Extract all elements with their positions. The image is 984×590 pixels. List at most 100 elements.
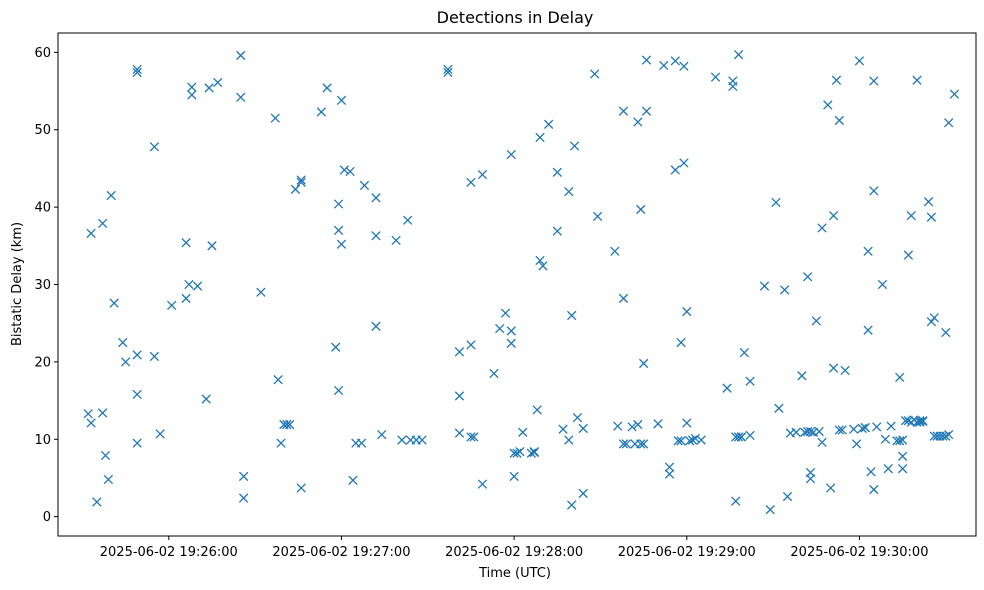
- x-tick-label: 2025-06-02 19:29:00: [618, 545, 756, 560]
- data-point: [826, 483, 836, 493]
- data-point: [944, 118, 954, 128]
- data-point: [417, 435, 427, 445]
- data-point: [132, 389, 142, 400]
- data-point: [187, 90, 197, 100]
- data-point: [883, 464, 893, 474]
- data-point: [118, 337, 128, 348]
- data-point: [273, 375, 283, 385]
- data-point: [535, 255, 545, 266]
- data-point: [391, 235, 401, 246]
- data-point: [333, 385, 344, 396]
- data-point: [331, 342, 341, 352]
- data-point: [371, 193, 381, 203]
- data-point: [371, 231, 381, 241]
- data-point: [296, 175, 306, 185]
- data-point: [779, 285, 790, 295]
- data-point: [722, 383, 732, 393]
- data-point: [590, 69, 600, 79]
- data-point: [558, 424, 568, 434]
- data-point: [201, 394, 211, 404]
- data-point: [641, 55, 652, 65]
- data-point: [322, 83, 332, 93]
- data-point: [638, 439, 649, 449]
- data-point: [477, 479, 488, 489]
- data-point: [564, 435, 574, 445]
- data-point: [466, 340, 476, 350]
- data-point: [802, 272, 813, 282]
- data-point: [569, 141, 580, 151]
- data-point: [192, 281, 203, 291]
- data-point: [132, 350, 142, 360]
- y-tick-label: 20: [34, 355, 51, 370]
- data-point: [814, 426, 824, 437]
- data-point: [402, 215, 413, 225]
- data-point: [823, 100, 833, 110]
- x-tick-label: 2025-06-02 19:28:00: [445, 545, 583, 560]
- data-point: [618, 106, 629, 116]
- data-point: [915, 416, 925, 426]
- data-point: [359, 180, 370, 191]
- x-axis-ticks: 2025-06-02 19:26:00 2025-06-02 19:27:00 20…: [100, 536, 928, 560]
- data-point: [132, 67, 142, 78]
- data-point: [184, 279, 194, 290]
- data-point: [897, 435, 908, 445]
- x-axis-label: Time (UTC): [478, 566, 551, 581]
- data-point: [454, 347, 465, 357]
- data-point: [627, 422, 637, 432]
- data-point: [696, 435, 706, 445]
- data-point: [840, 365, 850, 376]
- data-point: [316, 107, 326, 117]
- data-point: [633, 419, 643, 430]
- data-point: [733, 432, 744, 442]
- data-point: [454, 391, 465, 401]
- data-point: [877, 279, 888, 290]
- data-point: [897, 464, 908, 474]
- chart-title: Detections in Delay: [437, 8, 594, 27]
- data-point: [912, 75, 922, 85]
- data-point: [270, 113, 280, 123]
- data-point: [834, 115, 844, 126]
- data-point: [290, 184, 301, 194]
- data-point: [653, 419, 663, 429]
- data-point: [866, 467, 876, 477]
- y-tick-label: 10: [34, 433, 51, 448]
- data-point: [765, 505, 775, 515]
- data-point: [296, 177, 306, 188]
- data-point: [92, 497, 102, 507]
- data-point: [506, 149, 516, 160]
- data-point: [512, 448, 522, 458]
- data-point: [238, 493, 249, 503]
- data-point: [641, 106, 652, 116]
- data-point: [797, 371, 807, 381]
- data-point: [336, 239, 347, 249]
- data-point: [543, 119, 554, 129]
- data-point: [567, 310, 577, 321]
- data-point: [236, 92, 246, 102]
- data-point: [682, 418, 692, 428]
- y-axis-ticks: 0 10 20 30 40 50 60: [34, 46, 58, 525]
- data-point: [805, 426, 816, 437]
- data-point: [817, 437, 827, 448]
- data-point: [869, 186, 879, 196]
- data-point: [515, 446, 525, 457]
- x-tick-label: 2025-06-02 19:27:00: [272, 545, 410, 560]
- x-tick-label: 2025-06-02 19:26:00: [100, 545, 238, 560]
- data-point: [860, 423, 870, 433]
- data-point: [949, 89, 960, 99]
- y-tick-label: 50: [34, 123, 51, 138]
- data-point: [676, 436, 686, 446]
- data-point: [636, 204, 646, 215]
- data-point: [132, 64, 142, 75]
- data-point: [831, 75, 842, 85]
- data-point: [100, 450, 111, 461]
- data-point: [106, 190, 116, 201]
- data-point: [538, 261, 548, 271]
- data-point: [469, 432, 479, 442]
- data-point: [377, 429, 387, 440]
- data-point: [466, 177, 476, 188]
- data-point: [736, 432, 747, 442]
- x-tick-label: 2025-06-02 19:30:00: [790, 545, 928, 560]
- data-point: [572, 412, 583, 423]
